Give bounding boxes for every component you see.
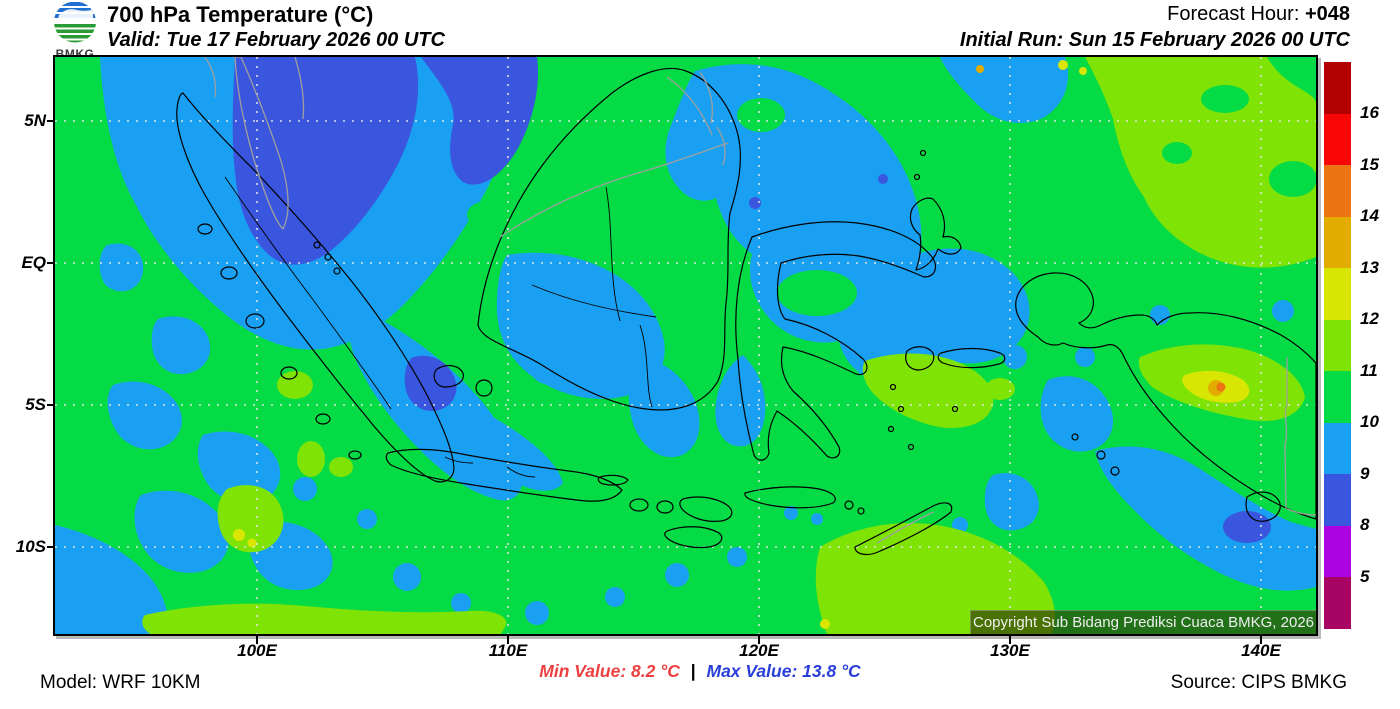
copyright-overlay: Copyright Sub Bidang Prediksi Cuaca BMKG… (970, 610, 1316, 634)
valid-time: Valid: Tue 17 February 2026 00 UTC (107, 29, 445, 51)
map-svg (55, 56, 1317, 634)
colorbar-seg-lt5 (1324, 577, 1351, 630)
colorbar-label-13: 13 (1360, 258, 1379, 277)
minmax-values: Min Value: 8.2 °C | Max Value: 13.8 °C (0, 661, 1400, 682)
colorbar-seg-11-12 (1324, 319, 1351, 372)
colorbar-label-11: 11 (1360, 361, 1378, 380)
colorbar-seg-gt16 (1324, 62, 1351, 114)
field-green-holes (1162, 85, 1317, 197)
lat-tick (47, 120, 54, 122)
lon-tick (256, 636, 258, 644)
graticule (55, 57, 1316, 634)
bmkg-logo-icon (54, 1, 96, 43)
colorbar-seg-10-11 (1324, 371, 1351, 423)
source-label: Source: CIPS BMKG (1170, 672, 1347, 693)
forecast-hour: Forecast Hour: +048 (1167, 3, 1350, 26)
colorbar-label-8: 8 (1360, 515, 1370, 534)
lat-label-5n: 5N (24, 111, 46, 130)
colorbar-label-9: 9 (1360, 464, 1370, 483)
coastlines-foreign (204, 56, 1317, 544)
lon-label-130e: 130E (990, 641, 1030, 660)
lon-label-110e: 110E (488, 641, 528, 660)
colorbar-seg-12-13 (1324, 268, 1351, 320)
map-plot-area: Copyright Sub Bidang Prediksi Cuaca BMKG… (53, 55, 1318, 636)
model-label: Model: WRF 10KM (40, 672, 201, 693)
colorbar-label-14: 14 (1360, 206, 1379, 225)
lon-tick (1009, 636, 1011, 644)
forecast-hour-label: Forecast Hour: (1167, 3, 1305, 25)
colorbar-seg-5-8 (1324, 525, 1351, 578)
minmax-separator: | (690, 661, 696, 681)
max-value: Max Value: 13.8 °C (706, 661, 861, 681)
field-chartreuse-regions (142, 57, 1316, 634)
lon-label-100e: 100E (237, 641, 277, 660)
colorbar-label-12: 12 (1360, 309, 1379, 328)
colorbar (1324, 62, 1351, 630)
lat-tick (47, 262, 54, 264)
lat-tick (47, 404, 54, 406)
colorbar-seg-8-9 (1324, 474, 1351, 526)
colorbar-label-15: 15 (1360, 155, 1379, 174)
field-warm-spots (233, 60, 1250, 629)
lon-tick (758, 636, 760, 644)
colorbar-seg-9-10 (1324, 422, 1351, 475)
colorbar-seg-14-15 (1324, 165, 1351, 217)
lon-tick (507, 636, 509, 644)
lat-label-10s: 10S (15, 537, 46, 556)
lon-label-140e: 140E (1241, 641, 1281, 660)
coastlines-indonesia (176, 67, 1317, 556)
min-value: Min Value: 8.2 °C (539, 661, 680, 681)
colorbar-seg-15-16 (1324, 113, 1351, 166)
forecast-hour-value: +048 (1304, 3, 1350, 25)
colorbar-label-10: 10 (1360, 412, 1379, 431)
lon-tick (1260, 636, 1262, 644)
lon-label-120e: 120E (739, 641, 779, 660)
lat-label-eq: EQ (21, 253, 46, 272)
bmkg-logo: BMKG (46, 1, 104, 60)
page-title: 700 hPa Temperature (°C) (107, 2, 374, 27)
colorbar-seg-13-14 (1324, 216, 1351, 269)
lat-tick (47, 546, 54, 548)
field-green-gaps (467, 98, 961, 316)
initial-run: Initial Run: Sun 15 February 2026 00 UTC (959, 29, 1350, 51)
colorbar-label-5: 5 (1360, 567, 1370, 586)
colorbar-label-16: 16 (1360, 103, 1379, 122)
lat-label-5s: 5S (25, 395, 46, 414)
